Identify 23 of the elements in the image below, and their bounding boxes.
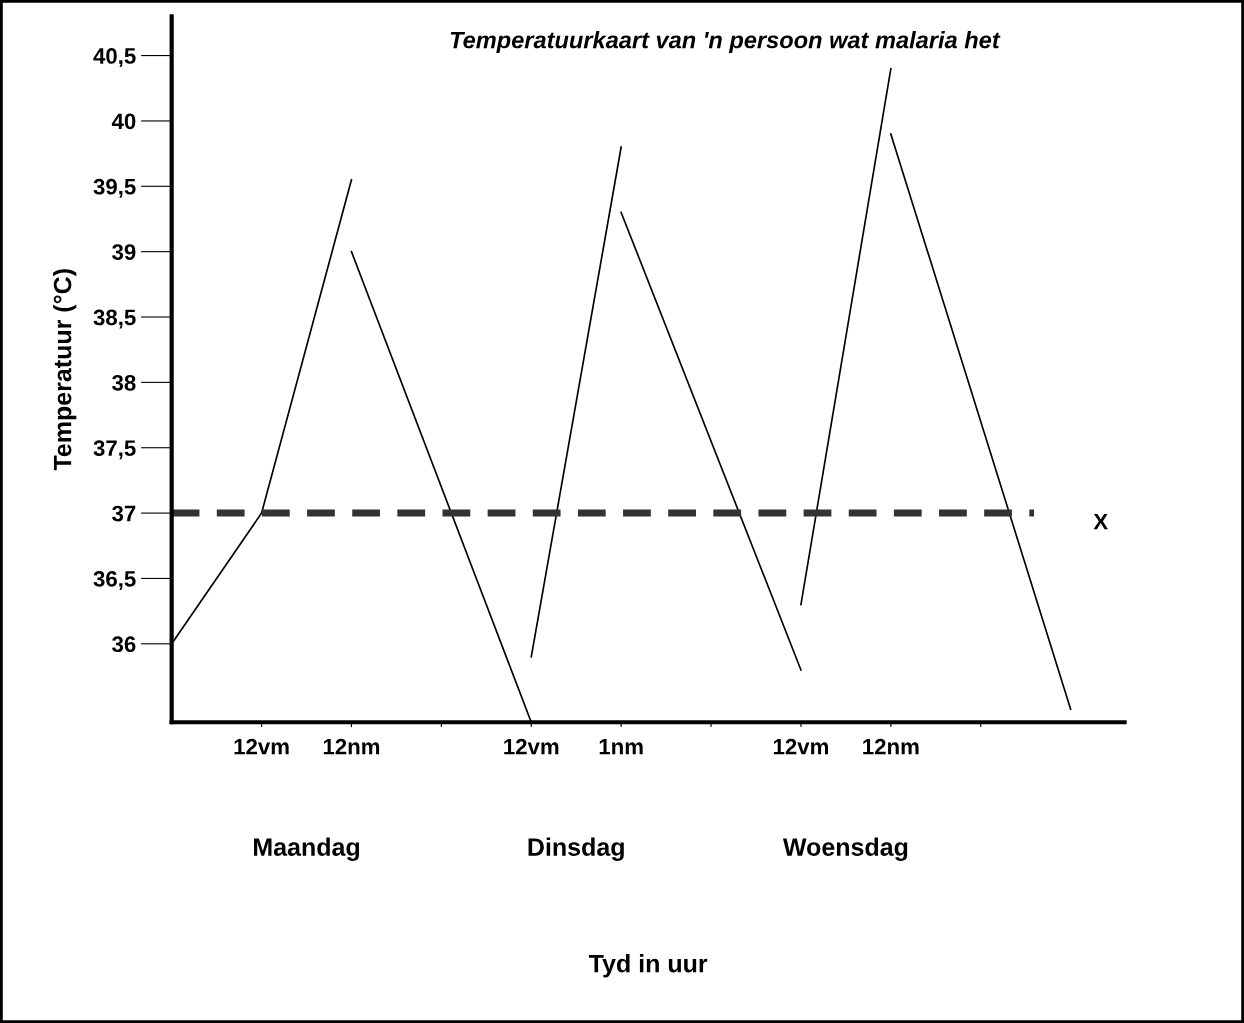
x-tick-label: 1nm [599, 739, 643, 755]
x-tick-label: 12vm [504, 738, 559, 755]
y-axis-title: Temperatuur (°C) [53, 269, 77, 471]
text: Dinsdag [528, 837, 624, 861]
x-tick-label: 12vm [234, 738, 289, 755]
y-tick-label: 40 [111, 113, 136, 130]
text: Tyd in uur [588, 954, 708, 978]
y-tick-label: 40,5 [93, 48, 136, 68]
x-tick-label: 12vm [773, 738, 828, 755]
text: Woensdag [782, 837, 908, 861]
ref-line-label: X [1093, 513, 1108, 530]
y-tick-label: 36 [112, 636, 136, 653]
y-tick-label: 37,5 [93, 440, 136, 460]
y-tick-label: 39,5 [93, 178, 136, 198]
text: Temperatuurkaart van 'n persoon wat malaria het [450, 31, 1001, 54]
x-tick-label: 12nm [863, 738, 919, 755]
y-tick-label: 38 [112, 374, 136, 391]
y-tick-label: 38,5 [93, 309, 136, 329]
x-tick-label: 12nm [323, 738, 380, 755]
y-tick-label: 39 [112, 244, 136, 260]
text: Maandag [254, 837, 360, 861]
y-tick-label: 36,5 [93, 570, 136, 590]
y-tick-label: 37 [112, 505, 136, 522]
